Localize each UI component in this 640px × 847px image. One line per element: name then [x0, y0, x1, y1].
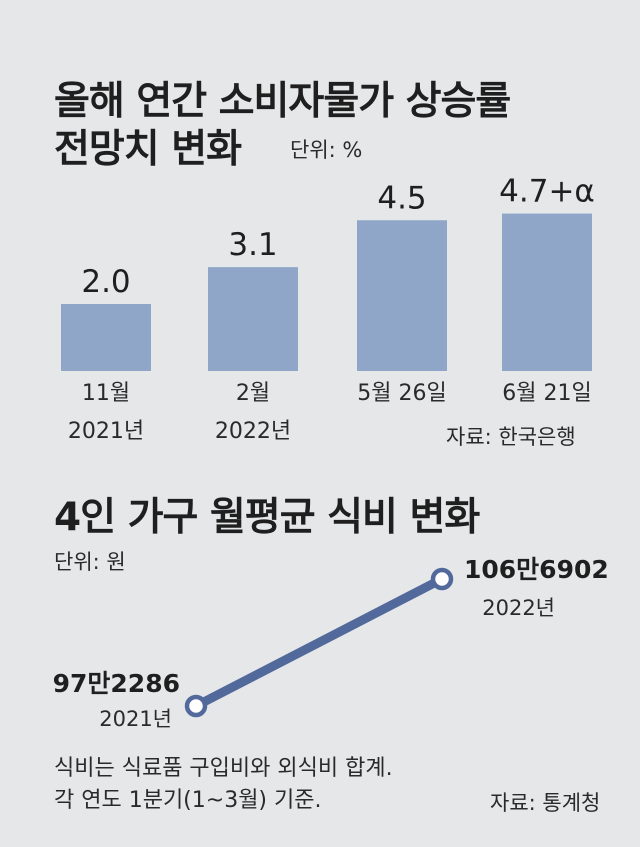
line-chart-title: 4인 가구 월평균 식비 변화 [54, 495, 480, 540]
bar-4 [502, 213, 592, 371]
food-cost-point-1 [184, 694, 208, 718]
category-label-2: 2월 [236, 381, 270, 406]
point-value-label-1: 97만2286 [53, 669, 180, 698]
bar-1 [61, 304, 151, 371]
line-chart-note-1: 식비는 식료품 구입비와 외식비 합계. [54, 756, 393, 781]
bar-chart-title-line-2: 전망치 변화 [54, 127, 242, 172]
bar-value-label-4: 4.7+α [499, 174, 595, 210]
bar-value-label-1: 2.0 [81, 264, 130, 300]
bar-chart-source: 자료: 한국은행 [446, 425, 576, 449]
bar-3 [357, 220, 447, 371]
point-year-label-2: 2022년 [482, 596, 555, 620]
point-year-label-1: 2021년 [99, 707, 172, 731]
line-chart-unit: 단위: 원 [54, 550, 126, 574]
category-label-1: 11월 [82, 381, 130, 406]
line-chart-source: 자료: 통계청 [490, 791, 601, 815]
point-value-label-2: 106만6902 [464, 555, 609, 584]
bar-2 [208, 267, 298, 371]
category-label-4: 6월 21일 [502, 381, 591, 406]
bar-value-label-3: 4.5 [377, 180, 426, 216]
food-cost-line [191, 574, 447, 711]
bar-chart: 2.0 11월 2021년 3.1 2월 2022년 4.5 5월 26일 4.7+α 6월 21… [61, 174, 595, 444]
category-label-3: 5월 26일 [357, 381, 446, 406]
line-chart-note-2: 각 연도 1분기(1~3월) 기준. [54, 788, 322, 813]
category-year-label-2: 2022년 [215, 419, 291, 444]
bar-chart-unit: 단위: % [290, 138, 363, 162]
category-year-label-1: 2021년 [68, 419, 144, 444]
bar-chart-title-line-1: 올해 연간 소비자물가 상승률 [54, 79, 511, 124]
bar-value-label-2: 3.1 [228, 227, 277, 263]
food-cost-point-2 [430, 567, 454, 591]
